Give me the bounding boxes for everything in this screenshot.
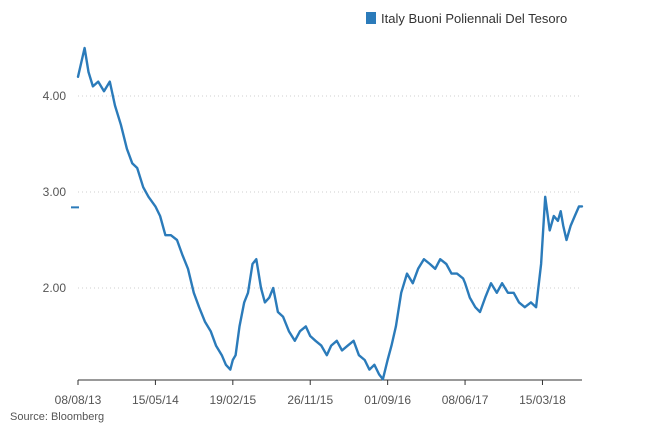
gridlines	[78, 95, 582, 289]
y-tick-label: 4.00	[43, 89, 67, 103]
series-line	[76, 46, 584, 381]
x-tick-label: 08/06/17	[442, 393, 489, 407]
source-note: Source: Bloomberg	[10, 411, 105, 423]
x-tick-label: 15/03/18	[519, 393, 566, 407]
series-layer	[76, 46, 584, 381]
legend: Italy Buoni Poliennali Del Tesoro	[366, 11, 567, 26]
x-tick-label: 19/02/15	[209, 393, 256, 407]
x-tick-label: 08/08/13	[55, 393, 102, 407]
y-tick-label: 2.00	[43, 281, 67, 295]
x-axis-ticks: 08/08/13 15/05/14 19/02/15 26/11/15 01/09/16…	[55, 380, 566, 407]
y-tick-label: 3.00	[43, 185, 67, 199]
x-tick-label: 15/05/14	[132, 393, 179, 407]
legend-swatch	[366, 12, 376, 24]
y-axis-ticks: 4.00 3.00 2.00	[43, 89, 67, 295]
legend-label: Italy Buoni Poliennali Del Tesoro	[381, 11, 567, 26]
x-tick-label: 26/11/15	[287, 393, 333, 407]
x-tick-label: 01/09/16	[364, 393, 411, 407]
